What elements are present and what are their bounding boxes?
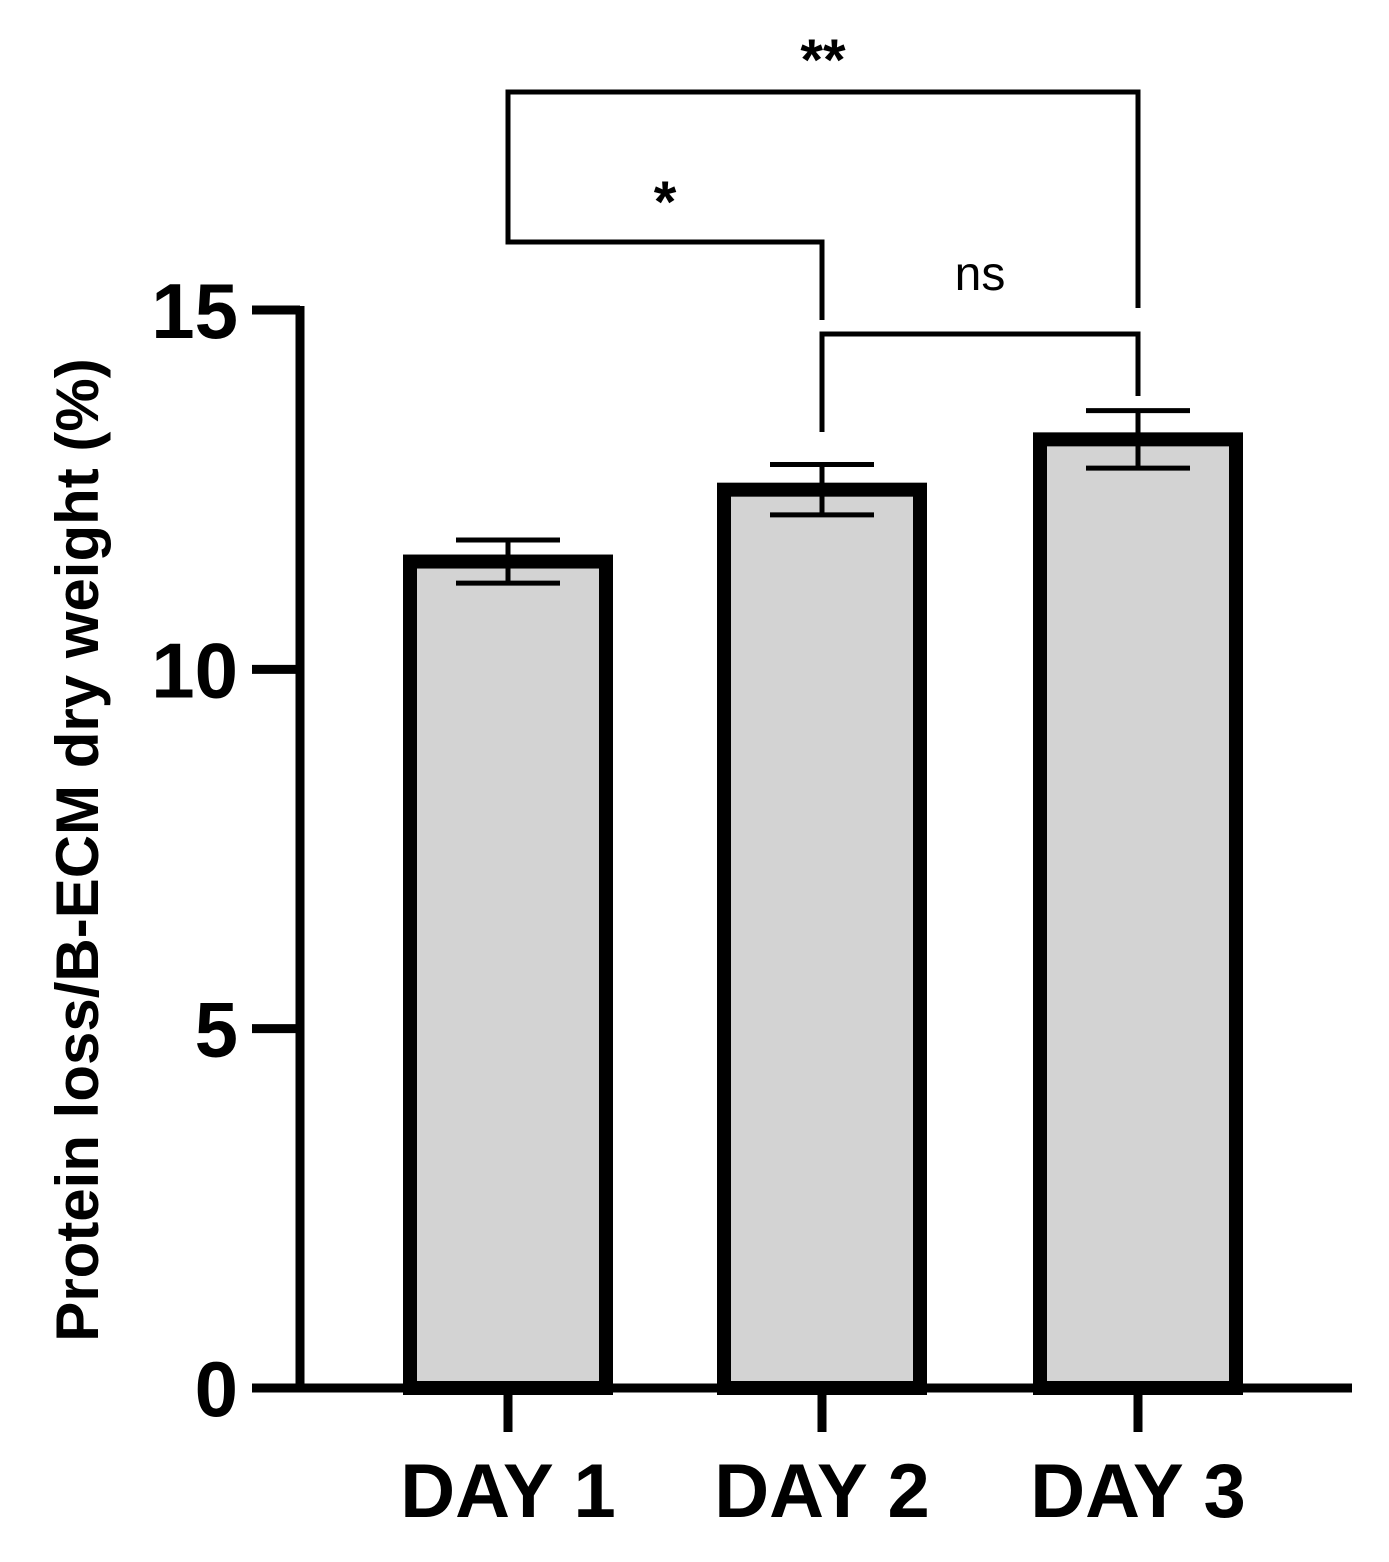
x-tick-label: DAY 1 <box>400 1449 616 1534</box>
y-tick-label: 15 <box>151 267 238 355</box>
y-axis-title: Protein loss/B-ECM dry weight (%) <box>44 358 111 1341</box>
bars <box>403 408 1243 1395</box>
significance-label: ns <box>955 248 1006 301</box>
bar <box>1033 432 1243 1395</box>
y-tick-label: 5 <box>195 986 238 1074</box>
x-tick-label: DAY 2 <box>714 1449 930 1534</box>
y-tick-label: 0 <box>195 1345 238 1433</box>
bar <box>403 554 613 1395</box>
x-ticks: DAY 1 DAY 2 DAY 3 <box>400 1388 1246 1534</box>
x-tick-label: DAY 3 <box>1030 1449 1246 1534</box>
significance-bracket <box>819 331 1141 432</box>
significance-label: * <box>654 170 677 235</box>
significance-brackets: ***ns <box>505 28 1141 432</box>
significance-bracket <box>505 212 825 320</box>
y-ticks: 0 5 10 15 <box>151 267 300 1433</box>
significance-label: ** <box>800 28 846 93</box>
y-tick-label: 10 <box>151 626 238 714</box>
bar <box>717 482 927 1395</box>
significance-bracket <box>505 89 1141 308</box>
